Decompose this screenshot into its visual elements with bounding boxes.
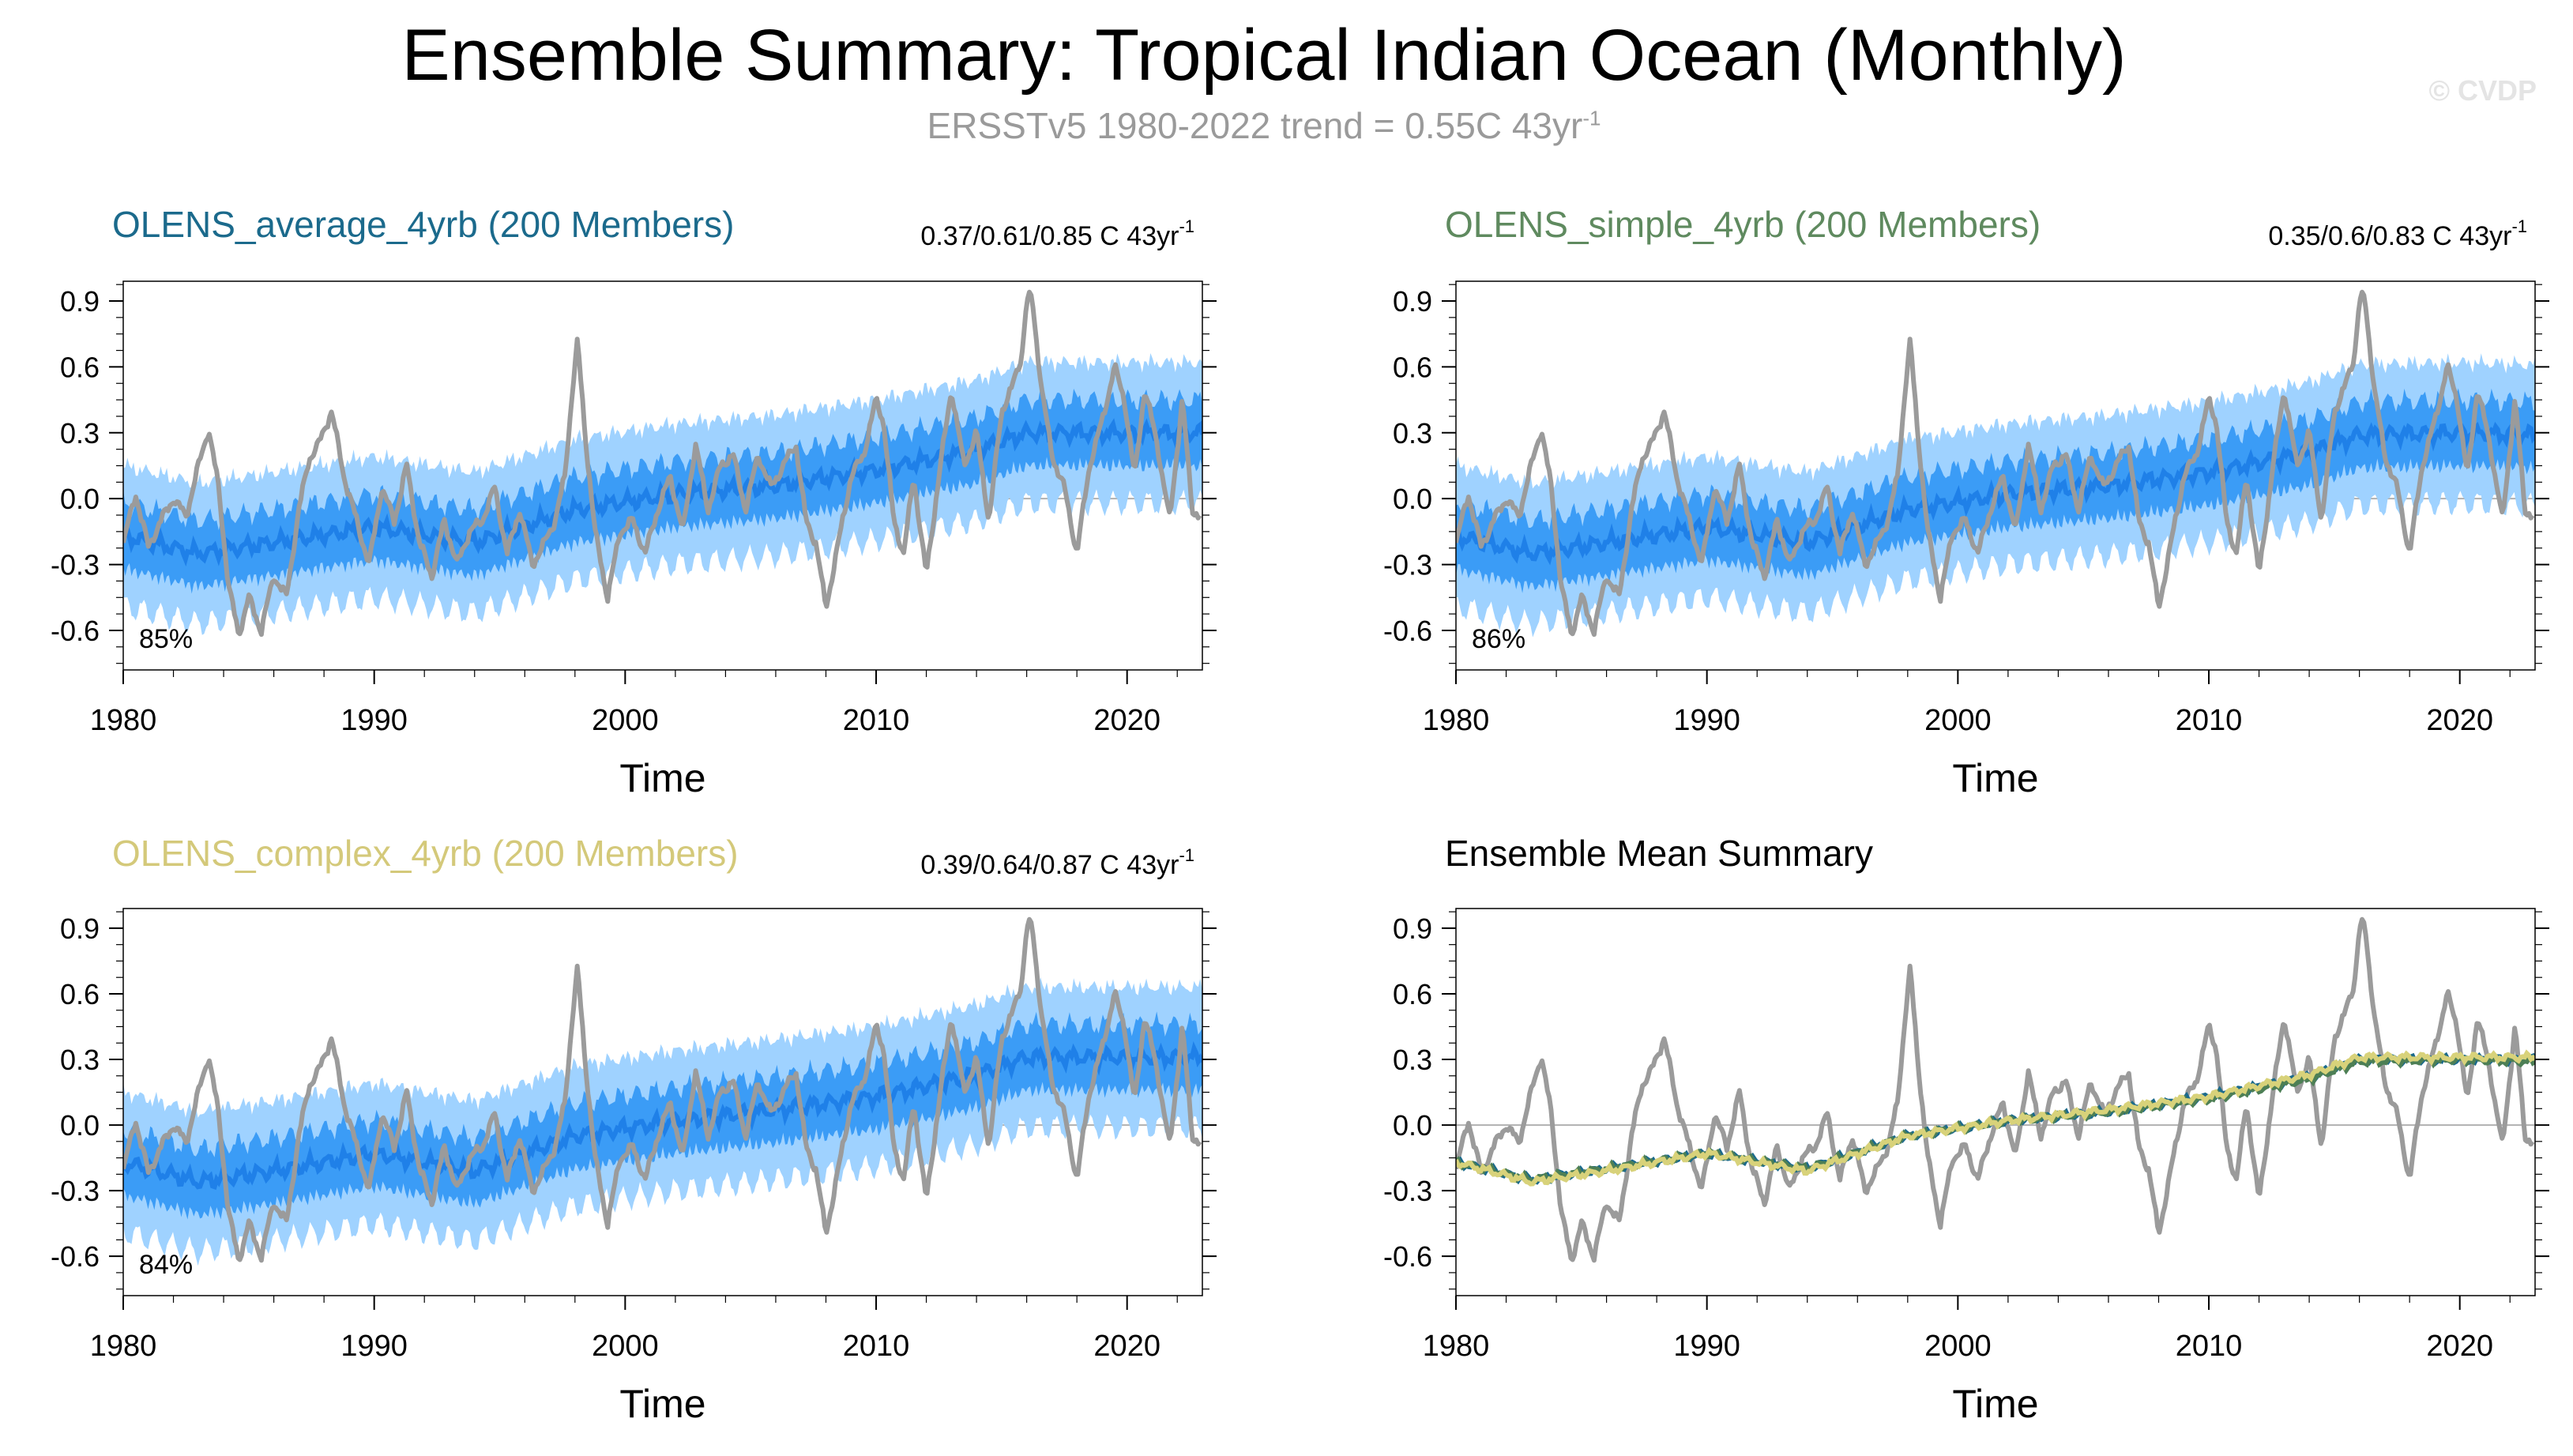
y-tick-label: 0.6 bbox=[60, 351, 100, 383]
observed-line bbox=[123, 916, 1202, 1263]
y-tick-label: 0.0 bbox=[1393, 483, 1432, 515]
y-tick-label: 0.6 bbox=[1393, 978, 1432, 1010]
plot-frame bbox=[122, 280, 1203, 671]
subtitle: ERSSTv5 1980-2022 trend = 0.55C 43yr-1 bbox=[0, 104, 2528, 147]
x-tick-label: 2020 bbox=[1093, 1330, 1160, 1363]
plot-area bbox=[123, 289, 1202, 638]
chart-panel-summary: 0.9 0.6 0.3 0.0 -0.3 -0.6 1980 1990 2000 2010 2020… bbox=[1383, 833, 2549, 1426]
y-tick-label: -0.6 bbox=[1383, 1240, 1432, 1273]
chart-panel-simple: 0.9 0.6 0.3 0.0 -0.3 -0.6 1980 1990 2000 2010 2020… bbox=[1383, 204, 2549, 800]
y-tick-label: -0.3 bbox=[51, 549, 100, 581]
chart-panel-complex: 0.9 0.6 0.3 0.0 -0.3 -0.6 1980 1990 2000 2010 2020… bbox=[51, 833, 1217, 1426]
y-tick-label: -0.6 bbox=[51, 1240, 100, 1273]
x-tick-label: 1990 bbox=[340, 1330, 408, 1363]
x-tick-label: 1990 bbox=[340, 704, 408, 737]
trend-text: 0.39/0.64/0.87 C 43yr-1 bbox=[920, 845, 1194, 880]
trend-superscript: -1 bbox=[1179, 216, 1194, 236]
y-tick-label: 0.9 bbox=[1393, 912, 1432, 945]
x-axis-label: Time bbox=[619, 1382, 705, 1426]
y-tick-label: 0.0 bbox=[1393, 1109, 1432, 1142]
cvdp-watermark: © CVDP bbox=[2428, 74, 2537, 107]
percent-label: 85% bbox=[139, 624, 193, 654]
y-tick-label: 0.3 bbox=[1393, 1044, 1432, 1076]
plot-area bbox=[1456, 916, 2535, 1263]
x-tick-label: 2010 bbox=[843, 1330, 910, 1363]
observed-line bbox=[1456, 916, 2535, 1263]
y-tick-label: 0.9 bbox=[60, 285, 100, 318]
x-tick-label: 1980 bbox=[90, 1330, 157, 1363]
x-tick-label: 2020 bbox=[2426, 1330, 2493, 1363]
subtitle-text: ERSSTv5 1980-2022 trend = 0.55C 43yr bbox=[927, 105, 1583, 146]
plot-frame bbox=[1455, 908, 2536, 1296]
chart-panel-average: 0.9 0.6 0.3 0.0 -0.3 -0.6 1980 1990 2000 2010 2020… bbox=[51, 204, 1217, 800]
y-tick-label: -0.6 bbox=[51, 615, 100, 647]
page-title: Ensemble Summary: Tropical Indian Ocean … bbox=[401, 15, 2127, 96]
subtitle-superscript: -1 bbox=[1582, 106, 1601, 130]
x-tick-label: 1980 bbox=[1423, 1330, 1490, 1363]
plot-frame bbox=[122, 908, 1203, 1296]
summary-complex-mean-line bbox=[1456, 1049, 2535, 1187]
trend-value: 0.39/0.64/0.87 C 43yr bbox=[920, 850, 1179, 880]
x-tick-label: 1980 bbox=[90, 704, 157, 737]
x-axis-label: Time bbox=[619, 756, 705, 800]
percent-label: 86% bbox=[1472, 624, 1525, 654]
x-tick-label: 2010 bbox=[843, 704, 910, 737]
y-tick-label: 0.9 bbox=[60, 912, 100, 945]
x-tick-label: 2000 bbox=[1924, 704, 1992, 737]
plot-area bbox=[1456, 289, 2535, 638]
y-tick-label: -0.3 bbox=[51, 1175, 100, 1207]
panel-title: OLENS_complex_4yrb (200 Members) bbox=[112, 833, 739, 874]
y-tick-label: 0.6 bbox=[60, 978, 100, 1010]
x-tick-label: 1990 bbox=[1673, 704, 1740, 737]
observed-line bbox=[1456, 289, 2535, 638]
trend-superscript: -1 bbox=[2511, 216, 2527, 236]
y-tick-label: 0.0 bbox=[60, 483, 100, 515]
x-axis-label: Time bbox=[1952, 1382, 2038, 1426]
percent-label: 84% bbox=[139, 1250, 193, 1280]
panel-title: OLENS_simple_4yrb (200 Members) bbox=[1445, 204, 2041, 245]
trend-text: 0.37/0.61/0.85 C 43yr-1 bbox=[920, 216, 1194, 251]
panel-title: OLENS_average_4yrb (200 Members) bbox=[112, 204, 734, 245]
y-tick-label: 0.3 bbox=[60, 1044, 100, 1076]
summary-average-mean-line bbox=[1456, 1052, 2535, 1185]
x-tick-label: 2000 bbox=[1924, 1330, 1992, 1363]
trend-value: 0.37/0.61/0.85 C 43yr bbox=[920, 221, 1179, 251]
trend-text: 0.35/0.6/0.83 C 43yr-1 bbox=[2268, 216, 2527, 251]
x-axis-label: Time bbox=[1952, 756, 2038, 800]
plot-frame bbox=[1455, 280, 2536, 671]
trend-superscript: -1 bbox=[1179, 845, 1194, 865]
y-tick-label: 0.6 bbox=[1393, 351, 1432, 383]
y-tick-label: 0.3 bbox=[60, 417, 100, 450]
y-tick-label: 0.9 bbox=[1393, 285, 1432, 318]
plot-area bbox=[123, 916, 1202, 1266]
y-tick-label: -0.3 bbox=[1383, 549, 1432, 581]
x-tick-label: 2000 bbox=[592, 704, 659, 737]
x-tick-label: 1980 bbox=[1423, 704, 1490, 737]
panel-title: Ensemble Mean Summary bbox=[1445, 833, 1873, 874]
y-tick-label: 0.0 bbox=[60, 1109, 100, 1142]
x-tick-label: 2010 bbox=[2176, 1330, 2243, 1363]
observed-line bbox=[123, 289, 1202, 638]
y-tick-label: -0.6 bbox=[1383, 615, 1432, 647]
y-tick-label: 0.3 bbox=[1393, 417, 1432, 450]
x-tick-label: 2010 bbox=[2176, 704, 2243, 737]
y-tick-label: -0.3 bbox=[1383, 1175, 1432, 1207]
x-tick-label: 1990 bbox=[1673, 1330, 1740, 1363]
x-tick-label: 2020 bbox=[2426, 704, 2493, 737]
trend-value: 0.35/0.6/0.83 C 43yr bbox=[2268, 221, 2511, 251]
x-tick-label: 2020 bbox=[1093, 704, 1160, 737]
x-tick-label: 2000 bbox=[592, 1330, 659, 1363]
